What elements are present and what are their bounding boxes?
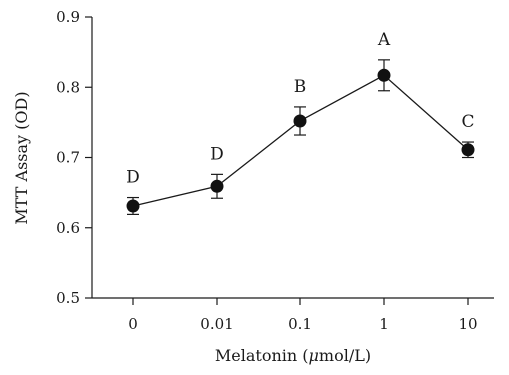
data-point — [293, 114, 307, 128]
y-tick-label: 0.5 — [56, 289, 80, 307]
y-axis-title: MTT Assay (OD) — [12, 91, 31, 224]
x-tick-label: 0 — [128, 315, 138, 333]
data-point — [377, 68, 391, 82]
x-tick-label: 0.1 — [288, 315, 312, 333]
y-tick-label: 0.7 — [56, 149, 80, 167]
significance-label: C — [461, 112, 474, 132]
y-tick-label: 0.6 — [56, 219, 80, 237]
x-ticks: 0 0.01 0.1 1 10 — [128, 298, 478, 333]
x-axis-title: Melatonin (μmol/L) — [215, 346, 371, 365]
significance-label: D — [126, 168, 140, 188]
x-tick-label: 1 — [379, 315, 389, 333]
y-tick-label: 0.9 — [56, 8, 80, 26]
data-point — [461, 143, 475, 157]
axes — [91, 17, 494, 299]
significance-label: A — [377, 30, 391, 50]
significance-label: B — [294, 77, 307, 97]
y-ticks: 0.5 0.6 0.7 0.8 0.9 — [56, 8, 92, 307]
data-point — [126, 199, 140, 213]
data-point — [210, 179, 224, 193]
series: D D B A C — [126, 30, 475, 216]
x-tick-label: 10 — [458, 315, 477, 333]
x-tick-label: 0.01 — [200, 315, 233, 333]
y-tick-label: 0.8 — [56, 78, 80, 96]
significance-label: D — [210, 144, 224, 164]
